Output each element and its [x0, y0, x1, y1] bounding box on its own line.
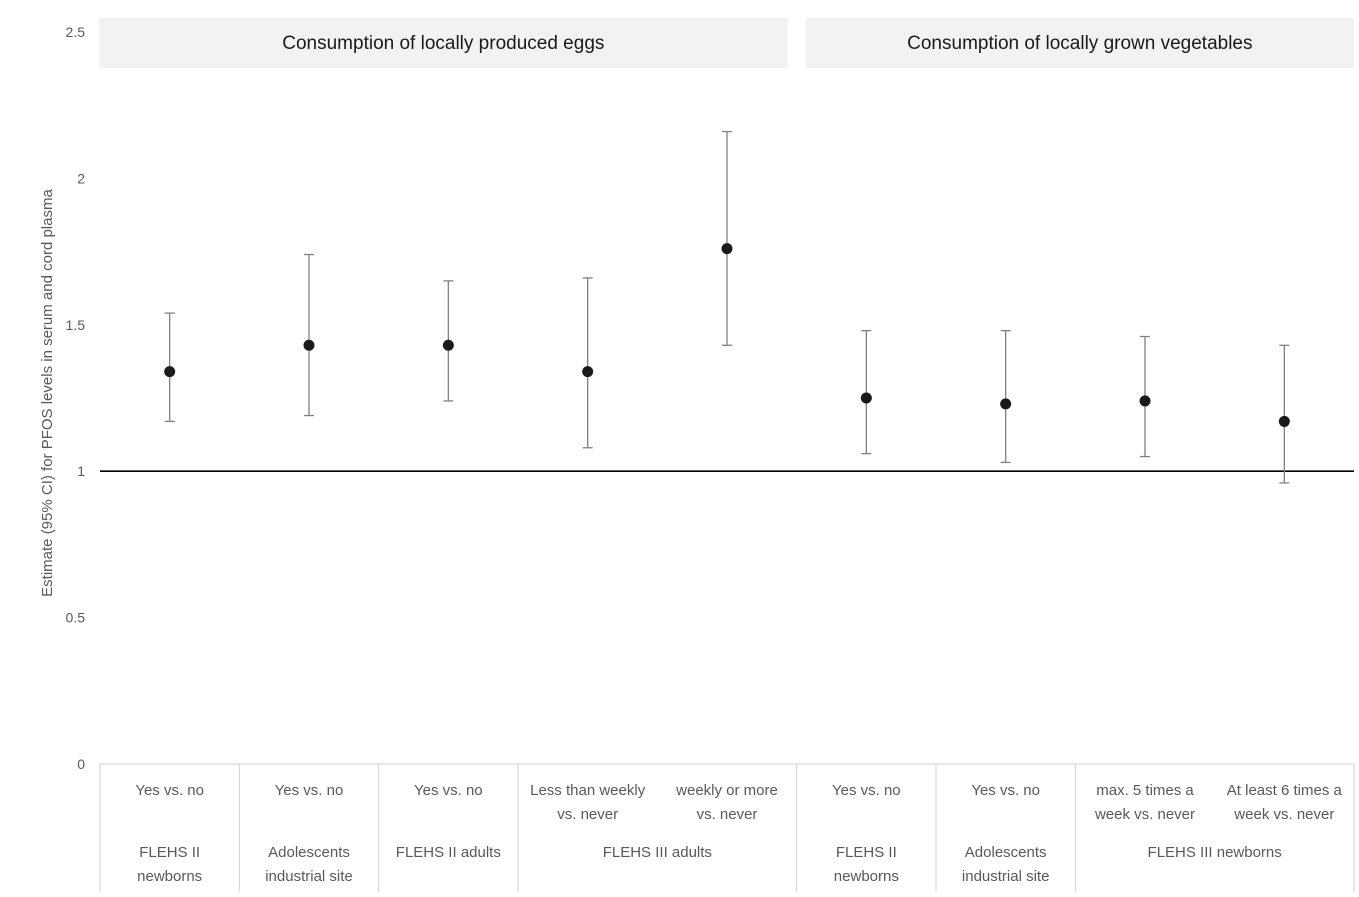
panel-header-title: Consumption of locally produced eggs — [282, 33, 604, 54]
group-label: FLEHS II adults — [396, 844, 501, 861]
estimate-point — [1000, 398, 1012, 410]
y-tick-label: 0.5 — [66, 610, 86, 626]
group-label: industrial site — [962, 868, 1050, 885]
category-label: vs. never — [697, 806, 758, 823]
panel-header-bg — [99, 18, 788, 68]
y-tick-label: 1 — [77, 463, 85, 479]
group-label: newborns — [137, 868, 202, 885]
category-label: weekly or more — [675, 782, 778, 799]
y-tick-label: 2 — [77, 170, 85, 186]
category-label: Yes vs. no — [275, 782, 344, 799]
group-label: Adolescents — [268, 844, 350, 861]
group-label: industrial site — [265, 868, 353, 885]
data-marks — [164, 130, 1290, 484]
category-label: vs. never — [557, 806, 618, 823]
category-label: Yes vs. no — [135, 782, 204, 799]
category-table: Yes vs. no Yes vs. no Yes vs. no Less than … — [99, 763, 1355, 892]
estimate-point — [1139, 395, 1151, 407]
estimate-point — [582, 366, 594, 378]
y-axis-title: Estimate (95% CI) for PFOS levels in ser… — [39, 189, 56, 597]
category-label: Less than weekly — [530, 782, 646, 799]
estimate-point — [303, 339, 315, 351]
y-tick-label: 0 — [77, 756, 85, 772]
group-label: FLEHS II — [139, 844, 200, 861]
y-tick-label: 2.5 — [66, 24, 86, 40]
group-label: Adolescents — [965, 844, 1047, 861]
category-label: max. 5 times a — [1096, 782, 1194, 799]
panel-header-title: Consumption of locally grown vegetables — [907, 33, 1252, 54]
category-label: At least 6 times a — [1227, 782, 1343, 799]
group-label: FLEHS III newborns — [1148, 844, 1282, 861]
y-axis: 0 0.5 1 1.5 2 2.5 Estimate (95% CI) for PFOS l… — [39, 24, 85, 772]
estimate-point — [164, 366, 176, 378]
estimate-point — [1278, 415, 1290, 427]
category-label: Yes vs. no — [414, 782, 483, 799]
estimate-point — [860, 392, 872, 404]
category-label: Yes vs. no — [971, 782, 1040, 799]
category-label: week vs. never — [1094, 806, 1195, 823]
panel-headers: Consumption of locally produced eggs Cons… — [99, 18, 1354, 68]
group-label: newborns — [834, 868, 899, 885]
y-tick-label: 1.5 — [66, 317, 86, 333]
category-label: Yes vs. no — [832, 782, 901, 799]
estimate-point — [442, 339, 454, 351]
group-label: FLEHS II — [836, 844, 897, 861]
estimate-point — [721, 243, 733, 255]
category-label: week vs. never — [1233, 806, 1334, 823]
group-label: FLEHS III adults — [603, 844, 712, 861]
panel-header-bg — [805, 18, 1354, 68]
